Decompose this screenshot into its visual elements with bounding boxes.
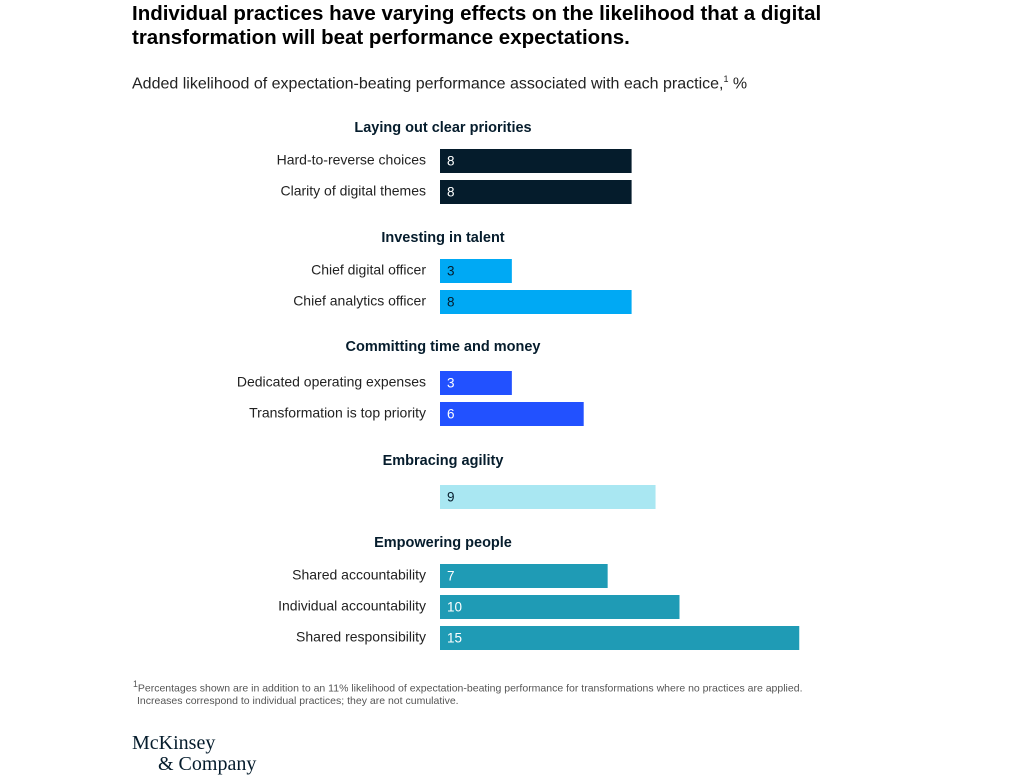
footnote-text-2: Increases correspond to individual pract… bbox=[137, 694, 459, 707]
bar-value-label: 8 bbox=[447, 185, 455, 200]
logo-line-1: McKinsey bbox=[132, 732, 216, 754]
footnote-marker: 1 bbox=[133, 679, 138, 689]
chart-subtitle: Added likelihood of expectation-beating … bbox=[132, 74, 747, 93]
bar-1-1 bbox=[440, 290, 632, 314]
bar-category-label: Shared responsibility bbox=[296, 629, 426, 645]
bar-2-1 bbox=[440, 402, 584, 426]
footnote: 1Percentages shown are in addition to an… bbox=[133, 678, 873, 707]
group-title: Committing time and money bbox=[346, 339, 541, 355]
bar-category-label: Chief digital officer bbox=[311, 262, 426, 278]
bar-value-label: 3 bbox=[447, 264, 455, 279]
bar-value-label: 15 bbox=[447, 631, 462, 646]
group-title: Empowering people bbox=[374, 535, 512, 551]
bar-4-0 bbox=[440, 564, 608, 588]
bar-3-0 bbox=[440, 485, 656, 509]
bar-0-1 bbox=[440, 180, 632, 204]
bar-value-label: 8 bbox=[447, 295, 455, 310]
bar-0-0 bbox=[440, 149, 632, 173]
mckinsey-logo: McKinsey & Company bbox=[132, 733, 256, 775]
footnote-text-1: Percentages shown are in addition to an … bbox=[137, 682, 803, 695]
subtitle-unit: % bbox=[728, 75, 748, 93]
footnote-line-1: 1Percentages shown are in addition to an… bbox=[133, 678, 873, 695]
group-title: Embracing agility bbox=[383, 453, 504, 469]
subtitle-footnote-marker: 1 bbox=[723, 74, 729, 84]
bar-value-label: 7 bbox=[447, 569, 455, 584]
logo-line-2: & Company bbox=[158, 753, 257, 775]
bar-value-label: 10 bbox=[447, 600, 462, 615]
bar-value-label: 8 bbox=[447, 154, 455, 169]
bar-category-label: Shared accountability bbox=[292, 567, 426, 583]
bar-category-label: Clarity of digital themes bbox=[280, 183, 426, 199]
bar-value-label: 9 bbox=[447, 490, 455, 505]
bar-4-1 bbox=[440, 595, 680, 619]
bar-4-2 bbox=[440, 626, 800, 650]
bar-value-label: 6 bbox=[447, 407, 455, 422]
bar-category-label: Chief analytics officer bbox=[293, 293, 426, 309]
group-title: Laying out clear priorities bbox=[354, 120, 531, 136]
chart-title: Individual practices have varying effect… bbox=[132, 2, 822, 49]
bar-1-0 bbox=[440, 259, 512, 283]
bar-category-label: Hard-to-reverse choices bbox=[277, 152, 426, 168]
bar-category-label: Individual accountability bbox=[278, 598, 426, 614]
group-title: Investing in talent bbox=[381, 230, 504, 246]
bar-category-label: Dedicated operating expenses bbox=[237, 374, 426, 390]
bar-2-0 bbox=[440, 371, 512, 395]
bar-value-label: 3 bbox=[447, 376, 455, 391]
subtitle-text: Added likelihood of expectation-beating … bbox=[132, 75, 724, 93]
footnote-line-2: Increases correspond to individual pract… bbox=[133, 695, 873, 707]
bar-category-label: Transformation is top priority bbox=[249, 405, 426, 421]
